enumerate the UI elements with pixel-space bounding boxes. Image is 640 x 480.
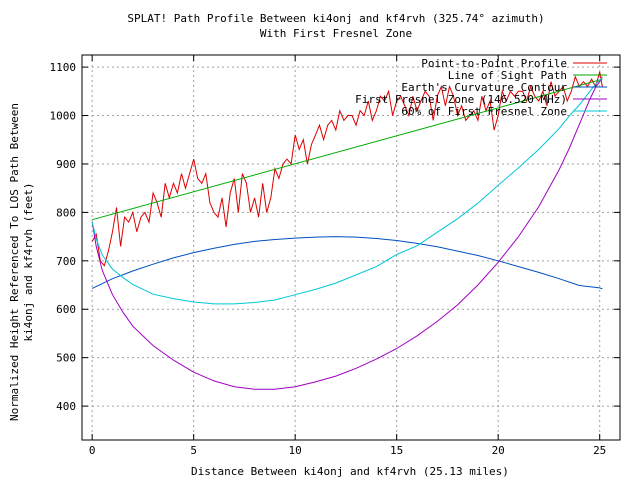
x-tick-label: 10	[289, 444, 302, 457]
series-line-4	[91, 77, 603, 305]
x-tick-label: 15	[390, 444, 403, 457]
x-tick-label: 25	[593, 444, 606, 457]
series-lines	[91, 71, 603, 390]
chart-subtitle: With First Fresnel Zone	[260, 27, 412, 40]
y-tick-label: 500	[56, 352, 76, 365]
legend-label: Point-to-Point Profile	[421, 57, 567, 70]
y-tick-label: 400	[56, 400, 76, 413]
y-axis-label-line-1: Normalized Height Referenced To LOS Path…	[8, 103, 21, 421]
y-tick-label: 1100	[50, 61, 77, 74]
x-tick-label: 0	[89, 444, 96, 457]
axis-ticks: 400 500 600 700 800 900 1000 1100 0 5 10 15 20 25	[50, 55, 620, 457]
y-tick-label: 1000	[50, 110, 77, 123]
x-tick-label: 5	[190, 444, 197, 457]
legend-label: Line of Sight Path	[448, 69, 567, 82]
legend-label: 60% of First Fresnel Zone	[401, 105, 567, 118]
y-tick-label: 600	[56, 303, 76, 316]
y-tick-label: 700	[56, 255, 76, 268]
chart-title: SPLAT! Path Profile Between ki4onj and k…	[127, 12, 544, 25]
series-line-3	[91, 76, 603, 390]
series-line-1	[92, 78, 603, 221]
series-line-2	[91, 236, 603, 290]
y-tick-label: 800	[56, 206, 76, 219]
legend-label: First Fresnel Zone (146.520 MHz)	[355, 93, 567, 106]
x-tick-label: 20	[492, 444, 505, 457]
y-tick-label: 900	[56, 158, 76, 171]
series-line-0	[91, 71, 603, 267]
y-axis-label-line-2: ki4onj and kf4rvh (feet)	[22, 183, 35, 342]
grid-lines	[82, 55, 620, 440]
x-axis-label: Distance Between ki4onj and kf4rvh (25.1…	[191, 465, 509, 478]
plot-frame	[81, 54, 621, 441]
legend-label: Earth's Curvature Contour	[401, 81, 567, 94]
